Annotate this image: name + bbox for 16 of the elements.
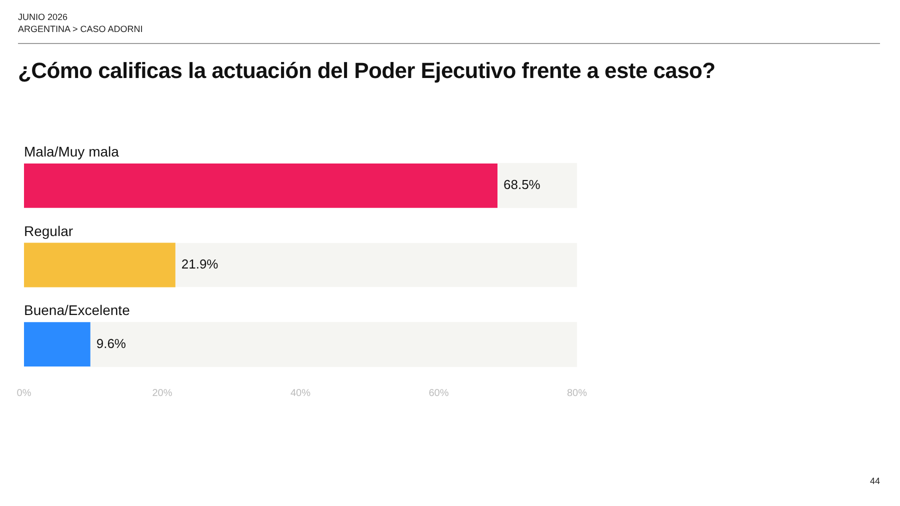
y-tick-label: Buena/Excelente: [24, 302, 130, 318]
bar: [24, 322, 90, 367]
data-label: 68.5%: [504, 177, 541, 192]
x-tick-label: 80%: [566, 388, 588, 399]
x-tick-label: 40%: [290, 388, 311, 399]
y-tick-label: Mala/Muy mala: [24, 144, 120, 160]
x-tick-label: 20%: [152, 388, 172, 399]
x-tick-label: 0%: [16, 388, 32, 399]
text: ARGENTINA > CASO ADORNI: [18, 24, 143, 34]
x-tick-label: 60%: [428, 388, 449, 399]
text: JUNIO 2026: [18, 12, 68, 22]
text: 44: [870, 476, 880, 486]
chart-title: ¿Cómo calificas la actuación del Poder Ejecutivo frente a este caso?: [18, 58, 716, 84]
y-tick-label: Regular: [24, 222, 74, 239]
data-label: 9.6%: [96, 336, 126, 351]
data-label: 21.9%: [181, 256, 219, 272]
